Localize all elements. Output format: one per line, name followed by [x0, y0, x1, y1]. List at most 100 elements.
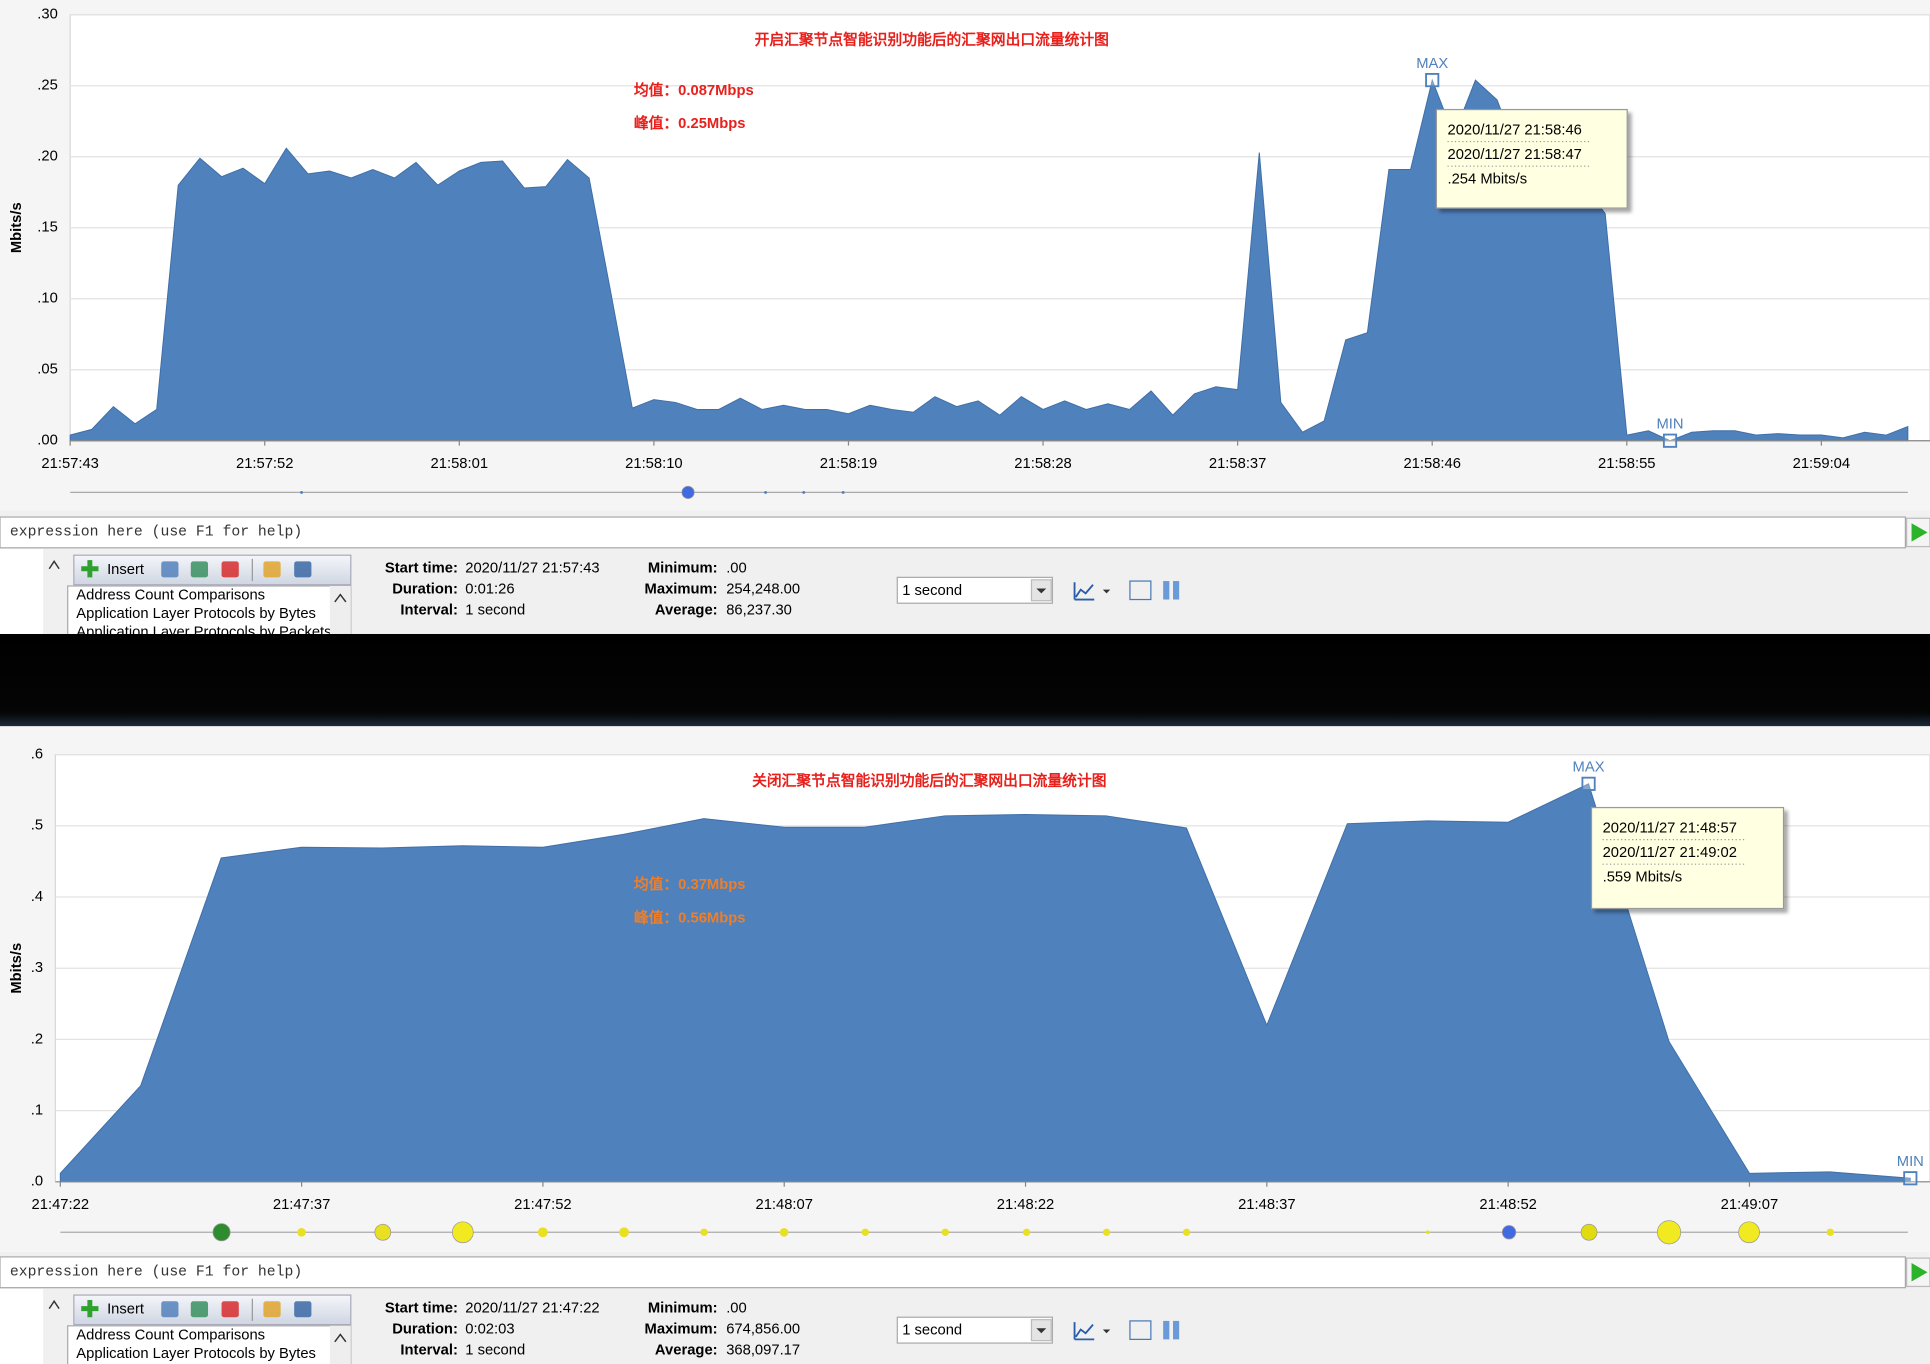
tooltip-text: 2020/11/27 21:48:57 — [1603, 820, 1737, 836]
pause-icon-b[interactable] — [1173, 1320, 1180, 1340]
timeline-event — [537, 1227, 548, 1238]
list-item[interactable]: Application Layer Protocols by Packets — [76, 625, 331, 641]
max-marker-label: MAX — [1573, 760, 1605, 776]
stat-label: Duration: — [392, 1321, 458, 1337]
chart-type-arrow — [1102, 1329, 1111, 1334]
pause-icon-b[interactable] — [1173, 581, 1180, 600]
y-tick-label: .30 — [37, 7, 58, 23]
timeline-event — [1102, 1228, 1111, 1236]
annotation: 峰值：0.56Mbps — [634, 908, 746, 926]
scrollbar — [329, 585, 351, 636]
expression-box — [0, 516, 1906, 549]
interval-value[interactable]: 1 second — [902, 583, 962, 599]
list-item[interactable]: Application Layer Protocols by Bytes — [76, 1346, 316, 1362]
y-tick-label: .00 — [37, 433, 58, 449]
x-tick-label: 21:47:52 — [514, 1197, 571, 1213]
chart-type-arrow — [1102, 589, 1111, 594]
toolbar-icon[interactable] — [263, 561, 281, 578]
stat-value: 0:01:26 — [465, 582, 514, 598]
y-tick-label: .2 — [31, 1031, 43, 1047]
annotation: 均值：0.37Mbps — [634, 875, 746, 893]
stat-label: Duration: — [392, 582, 458, 598]
insert-icon — [81, 560, 99, 578]
stat-value: 254,248.00 — [726, 582, 800, 598]
x-tick-label: 21:47:37 — [273, 1197, 330, 1213]
stat-value: 368,097.17 — [726, 1342, 800, 1358]
y-tick-label: .15 — [37, 220, 58, 236]
list-item[interactable]: Application Layer Protocols by Bytes — [76, 606, 316, 622]
max-marker — [1581, 776, 1596, 791]
insert-icon — [81, 1299, 99, 1318]
pause-icon-a[interactable] — [1163, 581, 1170, 600]
expression-box — [0, 1256, 1906, 1289]
stat-value: 1 second — [465, 1342, 525, 1358]
chart-type-icon[interactable] — [1073, 582, 1095, 601]
stat-value: 86,237.30 — [726, 603, 792, 619]
list-box — [67, 1325, 352, 1364]
y-tick-label: .25 — [37, 78, 58, 94]
chart-type-icon[interactable] — [1073, 1322, 1095, 1341]
collapse-arrow[interactable] — [48, 1299, 60, 1310]
x-tick-label: 21:48:07 — [755, 1197, 812, 1213]
timeline-event — [700, 1228, 708, 1236]
toolbar-icon[interactable] — [294, 561, 312, 578]
stat-label: Start time: — [385, 1301, 458, 1317]
x-tick-label: 21:58:10 — [625, 456, 682, 472]
toolbar-icon[interactable] — [190, 561, 209, 578]
timeline-event — [764, 490, 768, 494]
timeline-event — [1656, 1220, 1682, 1245]
toolbar-icon[interactable] — [161, 561, 179, 578]
tooltip-text: .559 Mbits/s — [1603, 870, 1683, 886]
stat-label: Minimum: — [648, 1301, 718, 1317]
list-item[interactable]: Address Count Comparisons — [76, 588, 265, 604]
chart-title: 关闭汇聚节点智能识别功能后的汇聚网出口流量统计图 — [752, 772, 1106, 790]
stat-value: 2020/11/27 21:47:22 — [465, 1301, 599, 1317]
annotation: 峰值：0.25Mbps — [634, 114, 746, 132]
list: Address Count Comparisons Application Lay… — [76, 588, 331, 641]
tooltip-text: 2020/11/27 21:49:02 — [1603, 845, 1737, 861]
list-box — [67, 585, 352, 636]
toolbar-icon[interactable] — [263, 1301, 281, 1318]
timeline-event — [841, 490, 845, 494]
dropdown-arrow — [1036, 1328, 1047, 1334]
run-icon — [1911, 523, 1928, 542]
legend-icon[interactable] — [1129, 580, 1152, 601]
legend-icon[interactable] — [1129, 1320, 1152, 1340]
interval-select[interactable] — [896, 1316, 1054, 1344]
dropdown-arrow — [1036, 588, 1047, 594]
y-axis-label: Mbits/s — [9, 202, 25, 253]
x-tick-label: 21:58:55 — [1598, 456, 1655, 472]
x-tick-label: 21:48:22 — [997, 1197, 1054, 1213]
x-tick-label: 21:48:37 — [1238, 1197, 1295, 1213]
timeline-event — [374, 1223, 392, 1241]
stat-label: Average: — [655, 1342, 718, 1358]
toolbar-icon[interactable] — [221, 1301, 239, 1318]
stat-label: Minimum: — [648, 561, 718, 577]
list-item[interactable]: Address Count Comparisons — [76, 1328, 265, 1344]
pause-icon-a[interactable] — [1163, 1320, 1170, 1340]
collapse-arrow[interactable] — [48, 560, 60, 570]
timeline-event — [1826, 1228, 1834, 1236]
toolbar-icon[interactable] — [221, 561, 239, 578]
interval-select[interactable] — [896, 576, 1054, 604]
scroll-arrow[interactable] — [334, 593, 347, 603]
timeline-event — [1182, 1228, 1191, 1236]
x-tick-label: 21:58:19 — [820, 456, 877, 472]
expression-input[interactable]: expression here (use F1 for help) — [10, 525, 302, 541]
toolbar-icon[interactable] — [190, 1301, 209, 1318]
x-tick-label: 21:58:28 — [1014, 456, 1071, 472]
expression-input[interactable]: expression here (use F1 for help) — [10, 1265, 302, 1281]
stat-label: Interval: — [400, 603, 457, 619]
toolbar-icon[interactable] — [161, 1301, 179, 1318]
stat-value: 2020/11/27 21:57:43 — [465, 561, 599, 577]
timeline-event — [1425, 1230, 1430, 1235]
insert-button[interactable]: Insert — [107, 562, 144, 578]
insert-button[interactable]: Insert — [107, 1302, 144, 1318]
interval-value[interactable]: 1 second — [902, 1323, 962, 1339]
annotation: 均值：0.087Mbps — [634, 81, 754, 99]
toolbar-icon[interactable] — [294, 1301, 312, 1318]
x-tick-label: 21:58:46 — [1403, 456, 1460, 472]
scroll-arrow[interactable] — [334, 1333, 347, 1343]
y-axis-label: Mbits/s — [9, 943, 25, 994]
